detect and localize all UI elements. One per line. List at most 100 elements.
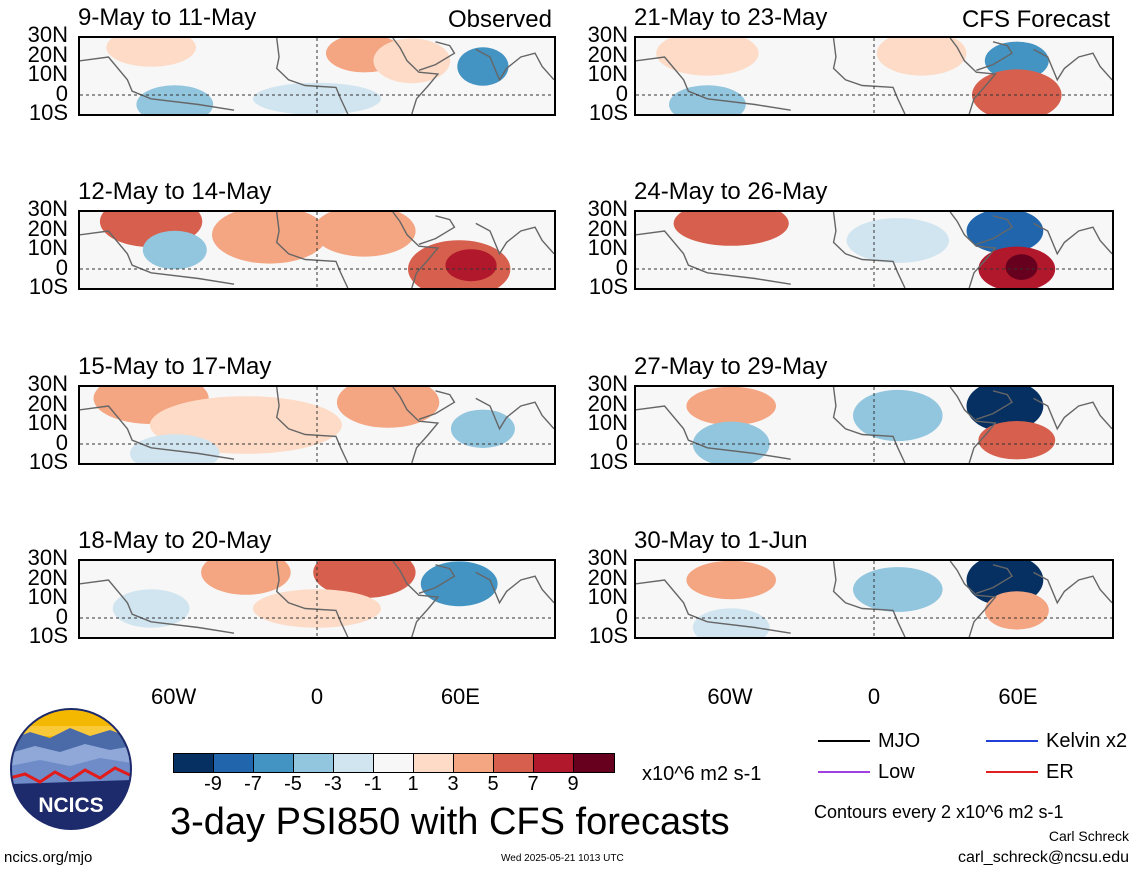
colorbar-tick: -5 bbox=[284, 773, 302, 795]
legend-line bbox=[818, 771, 870, 773]
colorbar-tick: 1 bbox=[407, 773, 419, 795]
site-link[interactable]: ncics.org/mjo bbox=[4, 849, 93, 866]
legend-label: Low bbox=[878, 761, 915, 783]
latitude-label: 10N bbox=[587, 235, 628, 261]
field-shading bbox=[445, 249, 497, 282]
panel-title: 15-May to 17-May bbox=[78, 353, 272, 380]
latitude-label: 10N bbox=[27, 61, 68, 87]
coastlines bbox=[80, 387, 554, 463]
psi850-map bbox=[634, 36, 1114, 116]
colorbar-swatch bbox=[574, 754, 614, 772]
field-shading bbox=[450, 409, 515, 448]
field-shading bbox=[846, 218, 949, 263]
field-shading bbox=[420, 561, 498, 607]
colorbar bbox=[173, 753, 615, 773]
colorbar-swatch bbox=[534, 754, 574, 772]
latitude-label: 20N bbox=[27, 564, 68, 590]
panel-tag: CFS Forecast bbox=[961, 6, 1110, 33]
latitude-label: 0 bbox=[55, 603, 68, 629]
latitude-label: 0 bbox=[55, 254, 68, 280]
latitude-label: 10S bbox=[588, 274, 628, 300]
latitude-label: 10S bbox=[588, 623, 628, 649]
latitude-label: 10S bbox=[28, 449, 68, 475]
psi850-map bbox=[78, 36, 556, 116]
field-shading bbox=[656, 38, 759, 76]
field-shading bbox=[142, 230, 207, 270]
colorbar-swatch bbox=[454, 754, 494, 772]
field-shading bbox=[853, 567, 943, 612]
panel-title: 21-May to 23-May bbox=[634, 4, 828, 31]
colorbar-swatch bbox=[294, 754, 334, 772]
timestamp: Wed 2025-05-21 1013 UTC bbox=[501, 853, 624, 864]
latitude-label: 10N bbox=[587, 584, 628, 610]
field-shading bbox=[972, 69, 1062, 114]
latitude-label: 0 bbox=[615, 429, 628, 455]
coastlines bbox=[636, 38, 1112, 114]
field-shading bbox=[1005, 254, 1038, 280]
field-shading bbox=[212, 212, 328, 264]
colorbar-tick: -1 bbox=[364, 773, 382, 795]
colorbar-tick: 9 bbox=[567, 773, 579, 795]
longitude-label: 0 bbox=[310, 684, 324, 709]
field-shading bbox=[966, 387, 1044, 432]
field-shading bbox=[130, 434, 220, 463]
panel-tag: Observed bbox=[447, 6, 552, 33]
psi850-map bbox=[634, 385, 1114, 465]
coastlines bbox=[80, 212, 554, 288]
panel-title: 12-May to 14-May bbox=[78, 178, 272, 205]
latitude-label: 0 bbox=[615, 80, 628, 106]
field-shading bbox=[692, 421, 770, 463]
field-shading bbox=[313, 212, 416, 257]
field-shading bbox=[978, 421, 1056, 460]
latitude-label: 30N bbox=[27, 545, 68, 570]
field-shading bbox=[201, 561, 291, 595]
latitude-label: 0 bbox=[55, 429, 68, 455]
latitude-label: 10S bbox=[28, 100, 68, 126]
coastlines bbox=[636, 387, 1112, 463]
field-shading bbox=[966, 212, 1044, 254]
colorbar-unit: x10^6 m2 s-1 bbox=[642, 763, 762, 785]
longitude-label: 60E bbox=[440, 684, 480, 709]
colorbar-swatch bbox=[254, 754, 294, 772]
latitude-label: 30N bbox=[587, 22, 628, 47]
field-shading bbox=[673, 212, 789, 246]
colorbar-swatch bbox=[494, 754, 534, 772]
coastlines bbox=[80, 38, 554, 114]
field-shading bbox=[853, 389, 943, 442]
latitude-label: 30N bbox=[27, 371, 68, 396]
latitude-label: 10S bbox=[588, 100, 628, 126]
latitude-label: 10N bbox=[27, 410, 68, 436]
legend-label: MJO bbox=[878, 730, 921, 752]
longitude-label: 60W bbox=[150, 684, 197, 709]
author-name: Carl Schreck bbox=[1048, 828, 1129, 844]
latitude-label: 10S bbox=[588, 449, 628, 475]
latitude-label: 10N bbox=[27, 235, 68, 261]
author-email[interactable]: carl_schreck@ncsu.edu bbox=[958, 849, 1129, 866]
field-shading bbox=[692, 608, 770, 637]
latitude-label: 10N bbox=[27, 584, 68, 610]
coastlines bbox=[80, 561, 554, 637]
latitude-label: 20N bbox=[27, 215, 68, 241]
longitude-label: 60W bbox=[707, 684, 753, 709]
latitude-label: 30N bbox=[587, 371, 628, 396]
legend-line bbox=[986, 740, 1038, 742]
logo-text: NCICS bbox=[38, 794, 103, 817]
latitude-label: 20N bbox=[587, 390, 628, 416]
latitude-label: 30N bbox=[587, 545, 628, 570]
field-shading bbox=[686, 561, 776, 600]
legend-label: Kelvin x2 bbox=[1046, 730, 1128, 752]
legend-line bbox=[986, 771, 1038, 773]
panel-title: 30-May to 1-Jun bbox=[634, 527, 808, 554]
field-shading bbox=[373, 38, 451, 84]
coastlines bbox=[636, 561, 1112, 637]
psi850-map bbox=[78, 385, 556, 465]
ncics-logo: NCICS bbox=[10, 708, 132, 830]
latitude-label: 20N bbox=[27, 390, 68, 416]
field-shading bbox=[984, 591, 1049, 630]
latitude-label: 30N bbox=[27, 22, 68, 47]
latitude-label: 20N bbox=[587, 564, 628, 590]
latitude-label: 10N bbox=[587, 61, 628, 87]
latitude-label: 0 bbox=[615, 603, 628, 629]
latitude-label: 20N bbox=[27, 41, 68, 67]
field-shading bbox=[336, 387, 440, 428]
